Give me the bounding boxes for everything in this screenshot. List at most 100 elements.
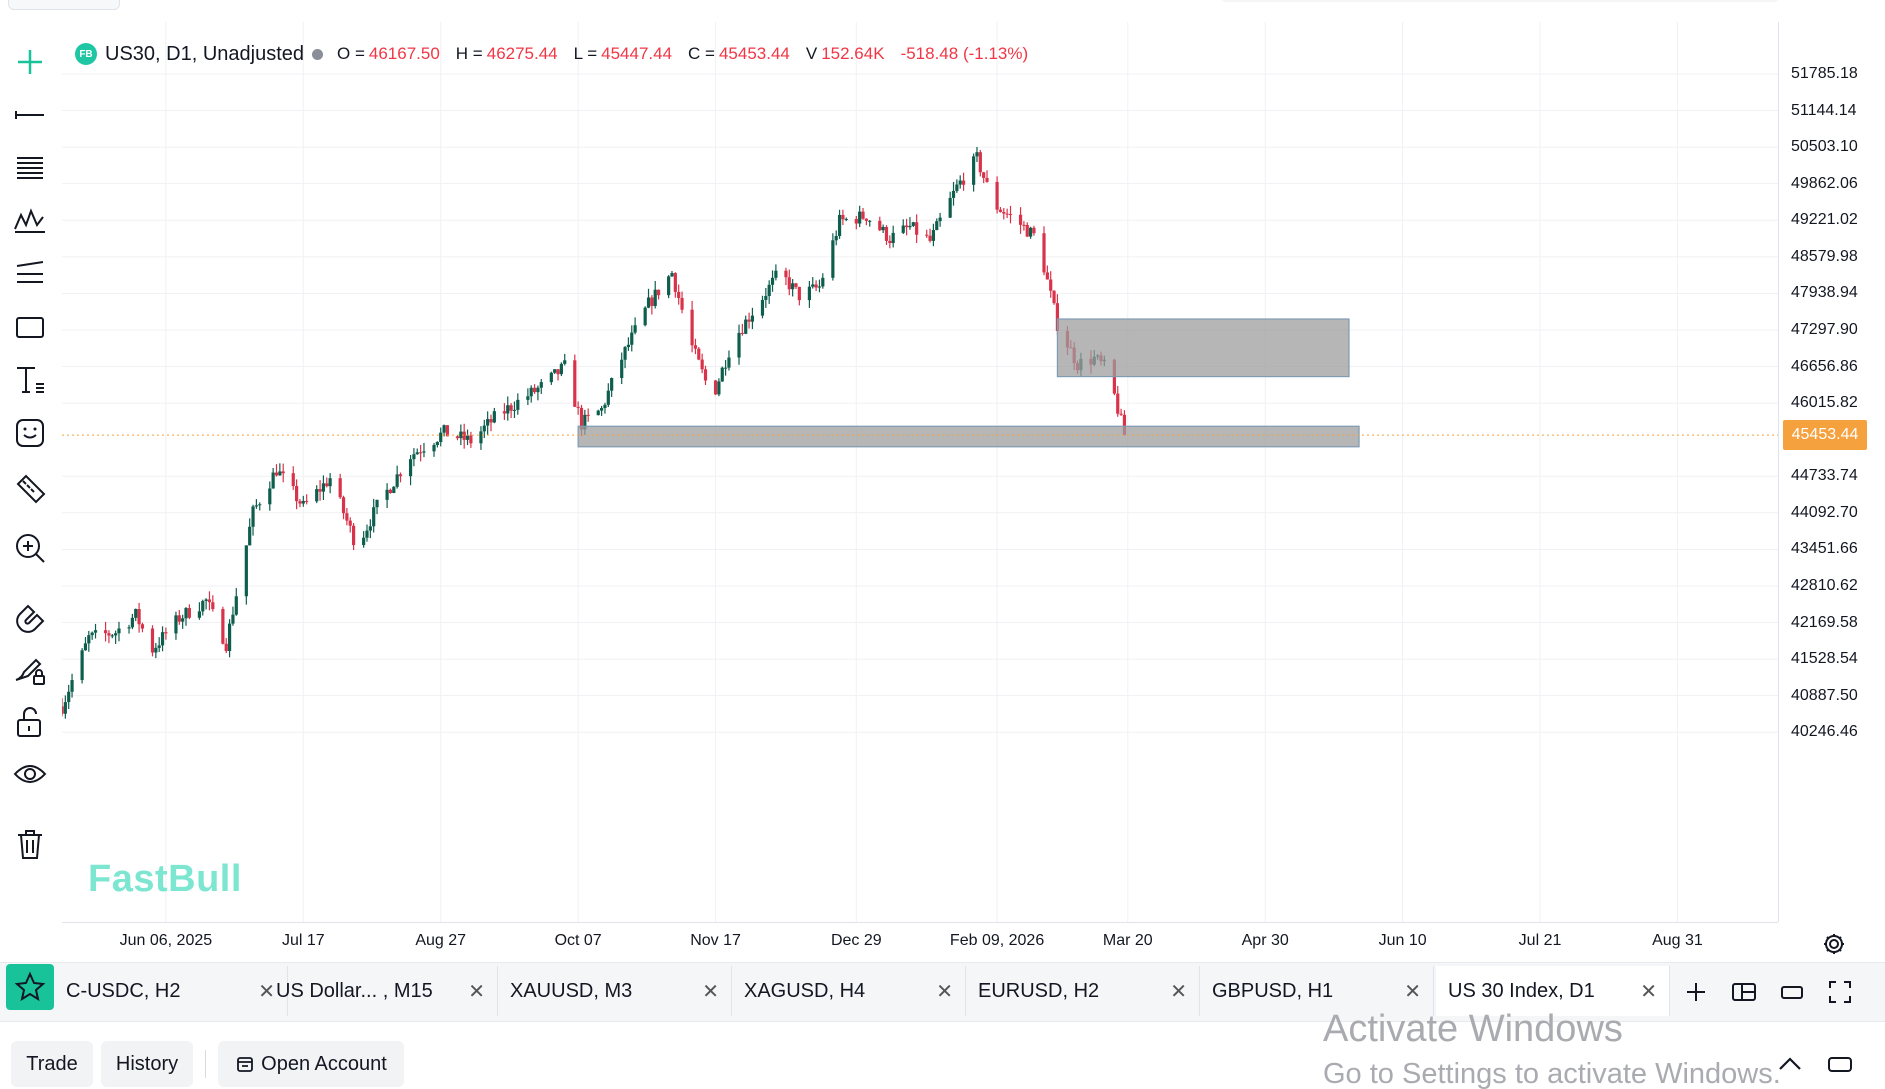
- emoji-tool[interactable]: [8, 411, 52, 455]
- zoom-tool[interactable]: [8, 526, 52, 570]
- candle-body: [995, 181, 999, 210]
- expand-panel-button[interactable]: [1772, 1048, 1808, 1080]
- chart-area[interactable]: [62, 22, 1778, 922]
- magnet-tool[interactable]: [8, 596, 52, 640]
- account-card-icon: [237, 1057, 254, 1072]
- low-value: 45447.44: [601, 44, 673, 63]
- candle-body: [814, 284, 818, 288]
- delete-tool[interactable]: [8, 822, 52, 866]
- add-tab-button[interactable]: [1678, 976, 1714, 1008]
- candle-body: [70, 680, 74, 692]
- price-label: 41528.54: [1791, 650, 1858, 668]
- candle-body: [821, 277, 825, 287]
- candle-body: [67, 691, 71, 703]
- candle-body: [231, 614, 235, 624]
- candle-body: [677, 291, 681, 298]
- candle-body: [298, 501, 302, 504]
- tab-close-icon[interactable]: ✕: [1404, 980, 1421, 1003]
- crosshair-tool[interactable]: [8, 40, 52, 84]
- candle-body: [224, 643, 228, 651]
- candle-body: [509, 405, 513, 411]
- chart-settings-button[interactable]: [1818, 928, 1850, 960]
- candle-body: [958, 180, 962, 185]
- history-button[interactable]: History: [101, 1041, 193, 1087]
- open-account-button[interactable]: Open Account: [218, 1041, 404, 1087]
- tab-gbpusd[interactable]: GBPUSD, H1 ✕: [1200, 966, 1434, 1016]
- candle-body: [951, 190, 956, 198]
- top-pill[interactable]: [8, 0, 120, 10]
- channel-tool[interactable]: [8, 252, 52, 296]
- candle-body: [398, 474, 403, 477]
- candle-body: [422, 451, 426, 453]
- ruler-tool[interactable]: [8, 468, 52, 512]
- candle-body: [83, 643, 88, 651]
- candle-body: [130, 617, 134, 628]
- tab-close-icon[interactable]: ✕: [1170, 980, 1187, 1003]
- fullscreen-button[interactable]: [1822, 976, 1858, 1008]
- candle-body: [606, 390, 610, 405]
- tab-eurusd[interactable]: EURUSD, H2 ✕: [966, 966, 1200, 1016]
- time-label: Nov 17: [690, 932, 741, 949]
- candle-body: [630, 332, 634, 345]
- candle-body: [107, 633, 111, 636]
- time-axis[interactable]: Jun 06, 2025 Jul 17 Aug 27 Oct 07 Nov 17 Dec …: [62, 922, 1778, 962]
- rectangle-tool[interactable]: [8, 305, 52, 349]
- single-layout-button[interactable]: [1774, 976, 1810, 1008]
- drawing-toolbar: [0, 36, 60, 896]
- candle-body: [341, 497, 346, 514]
- tab-us30-index[interactable]: US 30 Index, D1 ✕: [1436, 966, 1670, 1016]
- time-label: Mar 20: [1102, 932, 1153, 949]
- time-label: Jul 17: [281, 932, 325, 949]
- candle-body: [295, 486, 299, 502]
- tab-c-usdc[interactable]: C-USDC, H2 ✕: [54, 966, 288, 1016]
- candle-body: [160, 632, 165, 646]
- price-label: 40246.46: [1791, 723, 1858, 741]
- open-account-label: Open Account: [261, 1052, 387, 1075]
- candle-body: [891, 232, 895, 244]
- candle-body: [489, 419, 493, 423]
- top-pill-right[interactable]: [1220, 0, 1780, 2]
- ruler-icon: [16, 474, 46, 504]
- candle-body: [345, 513, 349, 521]
- trade-button[interactable]: Trade: [11, 1041, 93, 1087]
- visibility-tool[interactable]: [8, 752, 52, 796]
- candle-body: [197, 611, 202, 618]
- fib-tool[interactable]: [8, 146, 52, 190]
- tab-xagusd[interactable]: XAGUSD, H4 ✕: [732, 966, 966, 1016]
- layout-button[interactable]: [1726, 976, 1762, 1008]
- candle-body: [787, 277, 791, 290]
- tab-close-icon[interactable]: ✕: [468, 980, 485, 1003]
- tab-xauusd[interactable]: XAUUSD, M3 ✕: [498, 966, 732, 1016]
- candle-body: [244, 545, 248, 597]
- tab-us-dollar[interactable]: US Dollar... , M15 ✕: [264, 966, 498, 1016]
- price-label: 47938.94: [1791, 284, 1858, 302]
- candle-body: [831, 240, 835, 278]
- brush-lock-icon: [15, 658, 45, 685]
- tab-close-icon[interactable]: ✕: [258, 980, 275, 1003]
- trend-line-tool[interactable]: [8, 93, 52, 137]
- lock-drawings-tool[interactable]: [8, 648, 52, 692]
- candlestick-chart[interactable]: [62, 22, 1778, 922]
- tab-close-icon[interactable]: ✕: [936, 980, 953, 1003]
- candle-body: [1119, 413, 1123, 415]
- panel-window-button[interactable]: [1822, 1048, 1858, 1080]
- candle-body: [1008, 214, 1013, 216]
- time-label: Jun 06, 2025: [119, 932, 213, 949]
- candle-body: [740, 332, 744, 334]
- favorites-button[interactable]: [6, 964, 54, 1010]
- top-strip: [0, 0, 1885, 12]
- price-label: 46015.82: [1791, 394, 1858, 412]
- unlock-tool[interactable]: [8, 700, 52, 744]
- tab-close-icon[interactable]: ✕: [702, 980, 719, 1003]
- text-tool[interactable]: [8, 358, 52, 402]
- candle-body: [114, 633, 118, 636]
- price-axis[interactable]: 45453.44 51785.18 51144.14 50503.10 49862.0…: [1778, 22, 1885, 922]
- price-label: 42810.62: [1791, 576, 1858, 594]
- pattern-tool[interactable]: [8, 199, 52, 243]
- market-status-dot: [312, 48, 324, 60]
- fullscreen-icon: [1829, 981, 1851, 1003]
- tab-close-icon[interactable]: ✕: [1640, 980, 1657, 1003]
- candle-body: [127, 627, 131, 629]
- symbol-title[interactable]: US30, D1, Unadjusted: [105, 42, 305, 65]
- candle-body: [134, 609, 138, 618]
